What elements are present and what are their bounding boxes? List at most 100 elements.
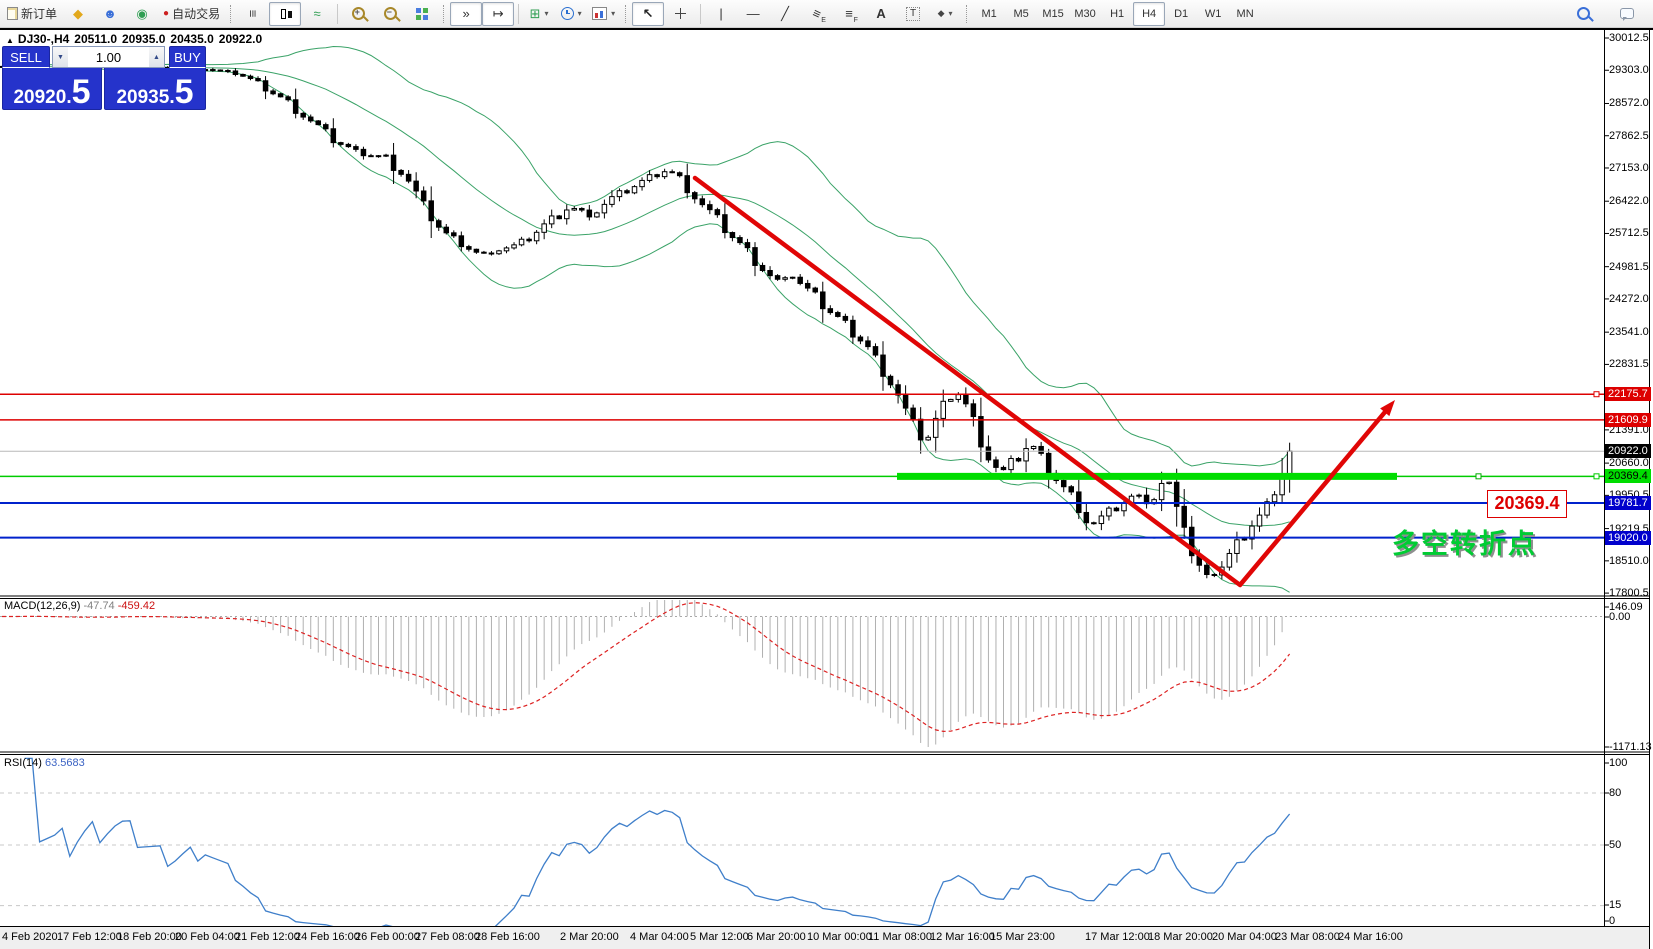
new-order-button[interactable]: 新订单 [2, 2, 62, 26]
date-tick-label: 27 Feb 08:00 [415, 931, 480, 943]
date-tick-label: 20 Feb 04:00 [175, 931, 240, 943]
price-tick-label: 25712.5 [1609, 227, 1649, 240]
horizontal-line-objects[interactable] [0, 391, 1604, 539]
metaeditor-button[interactable]: ◆ [62, 2, 94, 26]
price-tick-label: 17800.5 [1609, 587, 1649, 600]
timeframe-mn-button[interactable]: MN [1236, 7, 1254, 20]
chart-bars-button[interactable]: ≡ [237, 2, 269, 26]
rsi-indicator-label: RSI(14) 63.5683 [4, 757, 85, 769]
zoom-out-button[interactable]: − [374, 2, 406, 26]
periods-dropdown[interactable]: ▾ [555, 2, 587, 26]
date-tick-label: 17 Mar 12:00 [1085, 931, 1150, 943]
toolbar-grip [625, 4, 627, 23]
timeframe-d1-button[interactable]: D1 [1174, 7, 1189, 20]
timeframe-m5-button[interactable]: M5 [1013, 7, 1029, 20]
date-tick-label: 17 Feb 12:00 [57, 931, 122, 943]
date-tick-label: 10 Mar 00:00 [807, 931, 872, 943]
buy-button[interactable]: BUY [169, 46, 206, 68]
timeframe-h1-button[interactable]: H1 [1110, 7, 1125, 20]
chat-button[interactable] [1611, 2, 1643, 26]
search-button[interactable] [1567, 2, 1599, 26]
symbol-triangle-icon: ▲ [6, 36, 14, 45]
date-tick-label: 4 Feb 2020 [2, 931, 58, 943]
arrows-dropdown[interactable]: ◆ ▾ [937, 8, 953, 19]
tile-windows-button[interactable] [406, 2, 438, 26]
auto-scroll-button[interactable]: » [450, 1, 483, 26]
indicators-dropdown[interactable]: ▾ [587, 2, 620, 26]
autotrading-button[interactable]: ● 自动交易 [163, 7, 221, 21]
text-button[interactable]: A [865, 2, 897, 26]
timeframe-m15-button[interactable]: M15 [1042, 7, 1064, 20]
macd-indicator-label: MACD(12,26,9) -47.74 -459.42 [4, 600, 156, 612]
date-tick-label: 26 Feb 00:00 [355, 931, 420, 943]
timeframe-w1-button[interactable]: W1 [1204, 7, 1222, 20]
price-tick-label: 28572.0 [1609, 97, 1649, 110]
chat-icon [1620, 8, 1634, 19]
indicator-tick-label: 80 [1609, 787, 1622, 799]
price-tick-label: 20660.0 [1609, 457, 1649, 470]
buy-price-main: 20935 [116, 87, 170, 108]
toolbar-separator [518, 3, 520, 24]
price-tick-label: 29303.0 [1609, 64, 1649, 77]
macd-main-value: -47.74 [83, 600, 115, 612]
text-label-button[interactable]: T [897, 2, 929, 26]
ohlc-high: 20935.0 [122, 32, 166, 46]
equidistant-channel-button[interactable]: ≡ E [801, 2, 833, 26]
volume-field[interactable]: 1.00 [68, 47, 149, 67]
news-button[interactable]: ◉ [126, 2, 158, 26]
new-chart-dropdown[interactable]: ⊞ ▾ [529, 6, 549, 21]
timeframe-h4-button[interactable]: H4 [1133, 1, 1166, 26]
price-tick-label: 23541.0 [1609, 326, 1649, 339]
arrows-icon: ◆ [937, 8, 945, 18]
sell-price[interactable]: 20920. 5 [2, 68, 102, 110]
price-tick-label: 26422.0 [1609, 195, 1649, 208]
horizontal-line-icon: — [746, 6, 760, 21]
sell-button[interactable]: SELL [2, 46, 50, 68]
trendline-button[interactable]: ╱ [769, 2, 801, 26]
auto-scroll-icon: » [462, 6, 470, 21]
trend-arrow-object[interactable] [692, 175, 1395, 588]
date-tick-label: 2 Mar 20:00 [560, 931, 619, 943]
date-tick-label: 24 Mar 16:00 [1338, 931, 1403, 943]
price-line-badge: 20922.0 [1605, 444, 1651, 459]
vertical-line-button[interactable]: | [705, 2, 737, 26]
price-tick-label: 22831.5 [1609, 358, 1649, 371]
indicator-tick-label: 15 [1609, 899, 1622, 911]
price-tick-label: 30012.5 [1609, 32, 1649, 44]
date-tick-label: 6 Mar 20:00 [747, 931, 806, 943]
zoom-in-button[interactable]: + [342, 2, 374, 26]
fibonacci-button[interactable]: ≡ F [833, 2, 865, 26]
volume-decrease-button[interactable]: ▼ [53, 47, 68, 67]
price-chart-canvas[interactable] [0, 28, 1653, 949]
date-tick-label: 28 Feb 16:00 [475, 931, 540, 943]
arrowhead-icon [1380, 400, 1395, 417]
toolbar-grip [966, 4, 968, 23]
bollinger-bands [1, 45, 1290, 593]
symbol-name: DJ30-,H4 [17, 32, 70, 46]
indicator-tick-label: 146.09 [1609, 601, 1643, 613]
bar-chart-icon: ≡ [245, 9, 261, 18]
panel-borders [0, 28, 1653, 949]
chart-line-button[interactable]: ≈ [301, 2, 333, 26]
price-callout-box[interactable]: 20369.4 [1487, 490, 1567, 518]
volume-increase-button[interactable]: ▲ [149, 47, 164, 67]
horizontal-line-button[interactable]: — [737, 2, 769, 26]
buy-price[interactable]: 20935. 5 [104, 68, 206, 110]
cursor-button[interactable]: ↖ [632, 1, 665, 26]
periods-clock-icon [560, 7, 574, 20]
crosshair-button[interactable] [664, 2, 696, 26]
mql5-community-button[interactable]: ☻ [94, 2, 126, 26]
candlestick-chart-icon [279, 7, 292, 20]
turning-point-annotation[interactable]: 多空转折点 [1392, 529, 1537, 559]
chart-area[interactable]: ▲ DJ30-,H4 20511.0 20935.0 20435.0 20922.0 SE… [0, 28, 1653, 949]
timeframe-m1-button[interactable]: M1 [981, 7, 997, 20]
price-line-badge: 19781.7 [1605, 496, 1651, 511]
chart-candles-button[interactable] [269, 1, 302, 26]
macd-signal-value: -459.42 [117, 600, 156, 612]
volume-stepper: ▼ 1.00 ▲ [52, 46, 165, 68]
search-icon [1576, 7, 1590, 20]
date-tick-label: 4 Mar 04:00 [630, 931, 689, 943]
ohlc-close: 20922.0 [218, 32, 263, 46]
timeframe-m30-button[interactable]: M30 [1074, 7, 1096, 20]
chart-shift-button[interactable]: ↦ [482, 1, 515, 26]
